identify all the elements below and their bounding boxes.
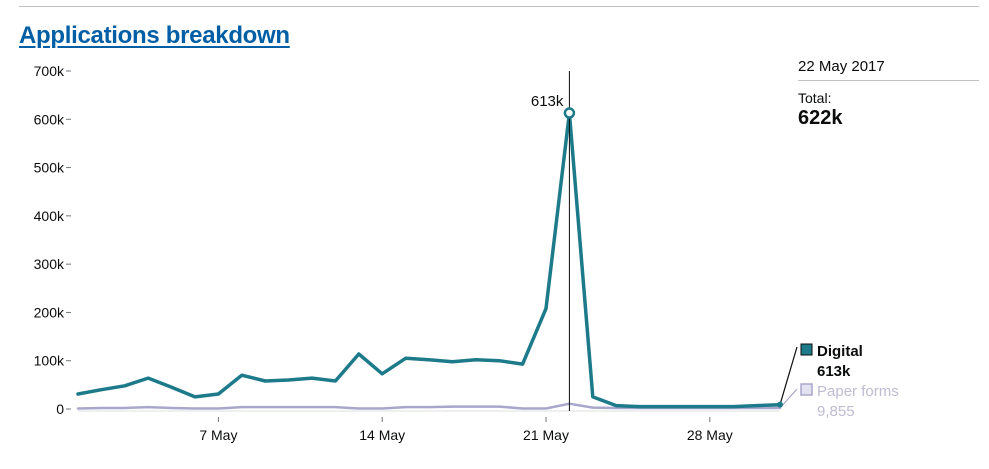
y-tick-label: 100k	[34, 353, 65, 369]
legend: Digital 613k Paper forms 9,855	[777, 343, 899, 420]
total-value: 622k	[798, 107, 843, 129]
legend-name-paper-forms: Paper forms	[817, 383, 899, 400]
y-tick-label: 300k	[34, 256, 65, 272]
legend-connector-digital	[779, 346, 798, 405]
y-tick-label: 500k	[34, 160, 65, 176]
y-tick-label: 700k	[34, 63, 65, 79]
x-tick-label: 7 May	[199, 427, 237, 443]
series-lines	[76, 111, 782, 410]
selected-date-panel: 22 May 2017 Total: 622k	[798, 58, 979, 130]
legend-swatch-paper-forms	[800, 383, 813, 396]
y-tick-label: 600k	[34, 111, 65, 127]
series-line-digital	[76, 111, 782, 409]
top-divider	[19, 6, 979, 7]
hover-point	[563, 107, 576, 119]
series-end-point-digital	[777, 401, 783, 408]
hover-marker: 613k	[531, 71, 576, 411]
hover-value-label: 613k	[531, 93, 564, 110]
chart-title-link[interactable]: Applications breakdown	[19, 22, 290, 49]
x-axis: 7 May 14 May 21 May 28 May	[78, 410, 780, 443]
y-tick-label: 200k	[34, 304, 65, 320]
y-axis: 0 100k 200k 300k 400k 500k 600k 700k	[34, 63, 71, 417]
legend-value-paper-forms: 9,855	[817, 403, 855, 420]
legend-name-digital: Digital	[817, 343, 863, 360]
legend-value-digital: 613k	[817, 363, 851, 380]
selected-date: 22 May 2017	[798, 58, 979, 81]
y-tick-label: 400k	[34, 208, 65, 224]
y-tick-label: 0	[56, 401, 64, 417]
x-tick-label: 28 May	[687, 427, 733, 443]
legend-swatch-digital	[800, 343, 813, 356]
total-label: Total:	[798, 90, 832, 106]
x-tick-label: 14 May	[359, 427, 405, 443]
x-tick-label: 21 May	[523, 427, 569, 443]
